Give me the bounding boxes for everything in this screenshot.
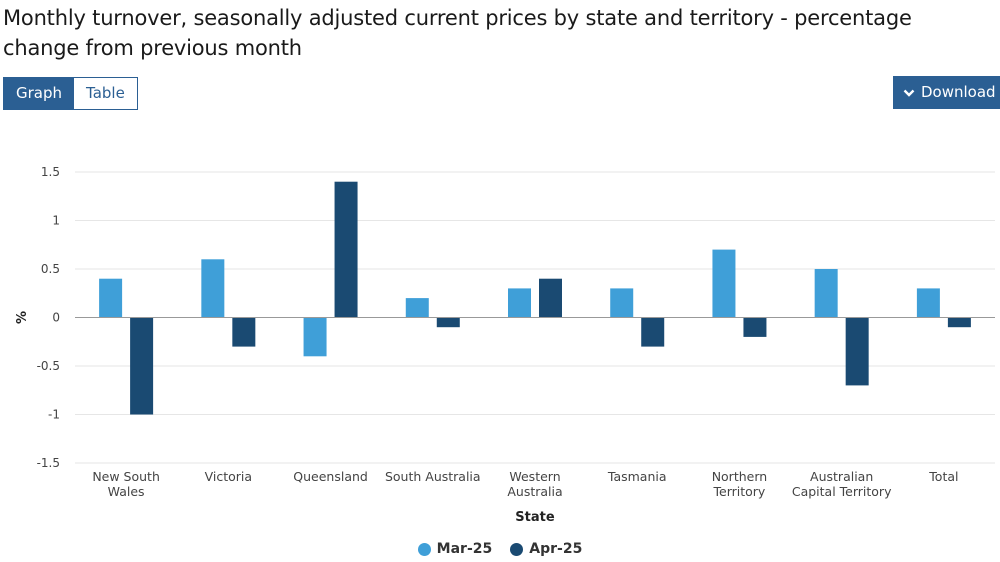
x-tick-label: Tasmania xyxy=(607,469,667,484)
y-tick-label: -0.5 xyxy=(37,359,60,373)
x-tick-label: Western xyxy=(509,469,560,484)
view-toggle: Graph Table xyxy=(3,77,138,110)
bar-mar-25-0 xyxy=(99,278,123,318)
bar-mar-25-2 xyxy=(303,317,327,357)
bar-apr-25-4 xyxy=(539,278,562,318)
legend-swatch-mar xyxy=(417,542,431,556)
bar-apr-25-8 xyxy=(947,317,971,328)
bar-apr-25-6 xyxy=(743,317,767,337)
download-label: Download xyxy=(921,83,996,101)
bar-apr-25-0 xyxy=(130,317,154,415)
x-tick-label: South Australia xyxy=(385,469,481,484)
bar-apr-25-7 xyxy=(845,317,869,386)
bar-mar-25-4 xyxy=(508,288,531,318)
page-title: Monthly turnover, seasonally adjusted cu… xyxy=(3,6,912,60)
y-tick-label: 0.5 xyxy=(41,262,60,276)
legend-swatch-apr xyxy=(510,542,524,556)
bar-mar-25-8 xyxy=(916,288,940,318)
x-tick-label: Victoria xyxy=(205,469,252,484)
x-tick-label: Total xyxy=(928,469,958,484)
graph-tab[interactable]: Graph xyxy=(4,78,75,109)
legend-label-mar: Mar-25 xyxy=(436,541,493,557)
x-tick-label: Territory xyxy=(713,484,766,499)
bar-mar-25-5 xyxy=(610,288,634,318)
x-tick-label: New South xyxy=(92,469,160,484)
bar-apr-25-1 xyxy=(232,317,256,347)
x-tick-label: Wales xyxy=(108,484,145,499)
bar-mar-25-3 xyxy=(405,298,429,318)
bar-mar-25-1 xyxy=(201,259,225,318)
legend-item-mar[interactable]: Mar-25 xyxy=(417,541,493,557)
chevron-down-icon xyxy=(903,89,915,97)
y-axis-title: % xyxy=(15,311,30,324)
chart-legend: Mar-25 Apr-25 xyxy=(0,541,1000,557)
y-tick-label: 0 xyxy=(52,311,60,325)
bar-mar-25-7 xyxy=(814,269,838,318)
x-tick-label: Northern xyxy=(712,469,768,484)
y-tick-label: -1.5 xyxy=(37,456,60,470)
bar-apr-25-5 xyxy=(641,317,665,347)
bar-mar-25-6 xyxy=(712,249,736,318)
x-tick-label: Australian xyxy=(810,469,873,484)
bar-apr-25-3 xyxy=(436,317,460,328)
download-button[interactable]: Download xyxy=(893,76,1000,109)
x-tick-label: Australia xyxy=(507,484,562,499)
y-tick-label: 1.5 xyxy=(41,165,60,179)
y-tick-label: 1 xyxy=(52,214,60,228)
bar-apr-25-2 xyxy=(334,181,358,318)
y-tick-label: -1 xyxy=(48,408,60,422)
table-tab[interactable]: Table xyxy=(74,78,137,109)
x-axis-title: State xyxy=(515,510,555,525)
legend-label-apr: Apr-25 xyxy=(529,541,583,557)
x-tick-label: Capital Territory xyxy=(792,484,892,499)
x-tick-label: Queensland xyxy=(293,469,368,484)
legend-item-apr[interactable]: Apr-25 xyxy=(510,541,582,557)
